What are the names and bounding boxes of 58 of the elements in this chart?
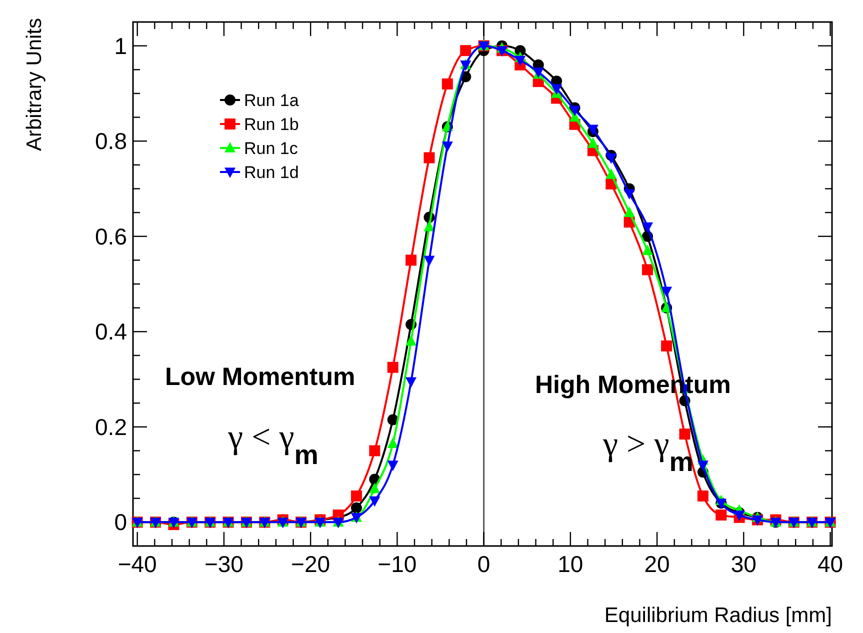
point xyxy=(350,502,362,514)
point xyxy=(624,206,635,217)
legend-label: Run 1a xyxy=(244,91,300,110)
x-tick-label: 0 xyxy=(477,551,490,577)
point xyxy=(350,490,362,502)
point xyxy=(679,428,690,440)
point xyxy=(697,460,708,472)
point xyxy=(661,340,672,352)
point xyxy=(716,510,727,521)
x-axis-title: Equilibrium Radius [mm] xyxy=(604,604,832,627)
point xyxy=(387,460,398,472)
y-tick-label: 0.6 xyxy=(95,223,127,250)
point xyxy=(587,137,598,148)
y-tick-label: 0.2 xyxy=(95,414,127,440)
point xyxy=(387,362,398,373)
legend-label: Run 1b xyxy=(244,115,299,134)
point xyxy=(369,482,380,494)
point xyxy=(606,168,617,179)
point xyxy=(697,490,708,502)
y-axis-title: Arbitrary Units xyxy=(23,18,46,152)
point xyxy=(442,78,453,90)
x-tick-label: 40 xyxy=(817,551,844,577)
point xyxy=(606,153,617,164)
point xyxy=(406,377,417,388)
point xyxy=(406,335,417,346)
point xyxy=(424,220,435,232)
point xyxy=(406,254,417,266)
point xyxy=(424,256,435,266)
x-tick-label: 20 xyxy=(644,551,670,577)
y-tick-label: 0.4 xyxy=(95,318,128,345)
x-tick-label: −30 xyxy=(204,551,244,577)
x-tick-label: 10 xyxy=(558,551,584,577)
annotation: γ > γ$_{m}$ xyxy=(602,426,694,476)
point xyxy=(642,222,654,233)
point xyxy=(642,244,654,256)
y-tick-label: 1 xyxy=(114,32,127,59)
point xyxy=(661,286,672,298)
point xyxy=(442,141,453,152)
point xyxy=(551,84,562,95)
point xyxy=(624,189,635,200)
annotation: γ < γ$_{m}$ xyxy=(227,419,318,470)
x-tick-label: −40 xyxy=(118,551,157,577)
point xyxy=(460,45,472,56)
y-tick-label: 0 xyxy=(114,509,127,536)
y-tick-label: 0.8 xyxy=(95,128,127,154)
point xyxy=(387,438,398,448)
legend-label: Run 1d xyxy=(244,163,299,182)
x-tick-label: 30 xyxy=(730,551,756,577)
legend-label: Run 1c xyxy=(244,139,298,158)
point xyxy=(569,106,580,116)
annotation: Low Momentum xyxy=(165,363,356,391)
x-tick-label: −10 xyxy=(378,551,417,577)
point xyxy=(424,152,435,164)
point xyxy=(514,56,526,66)
point xyxy=(369,496,380,507)
point xyxy=(369,445,380,456)
point xyxy=(642,264,654,276)
x-tick-label: −20 xyxy=(291,551,330,577)
